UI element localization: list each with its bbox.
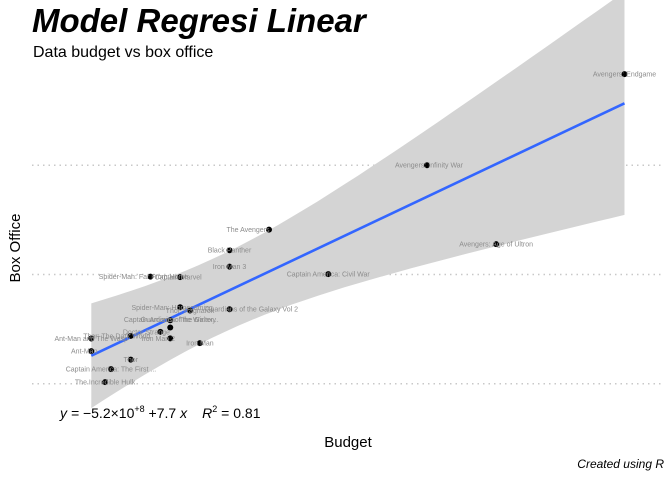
data-point-4 [226, 247, 233, 254]
data-point-17 [196, 340, 203, 347]
regression-equation: y = −5.2×10+8 +7.7 x R2 = 0.81 [59, 404, 261, 421]
data-point-2 [493, 241, 500, 248]
eq-exponent: +8 [134, 404, 144, 414]
eq-intercept: −5.2 [83, 405, 111, 421]
point-labels: Avengers: Endgame Avengers: Infinity War A… [54, 72, 656, 387]
data-point-3 [266, 226, 272, 233]
point-label-21: Captain America: The First ... [66, 367, 157, 374]
data-points [88, 71, 628, 386]
data-point-9 [177, 304, 184, 311]
point-label-3: The Avengers [226, 227, 270, 234]
point-label-5: Iron Man 3 [213, 264, 247, 271]
data-point-15 [167, 335, 174, 342]
data-point-22 [102, 379, 109, 386]
data-point-13 [167, 324, 174, 331]
point-label-16: Thor: The Dark World [83, 333, 150, 340]
eq-slope: +7.7 [145, 405, 177, 421]
chart-title: Model Regresi Linear [32, 2, 366, 39]
eq-r: R [202, 405, 212, 421]
data-point-10 [187, 307, 193, 314]
point-label-17: Iron Man [186, 341, 214, 348]
point-label-4: Black Panther [208, 248, 252, 255]
point-label-0: Avengers: Endgame [593, 72, 656, 79]
point-label-14: Doctor Strange [123, 329, 170, 336]
point-label-8: Captain Marvel [155, 275, 203, 282]
data-point-6 [325, 271, 332, 278]
point-label-20: Thor [124, 357, 139, 364]
data-point-8 [177, 274, 184, 281]
y-axis-title: Box Office [7, 214, 24, 283]
eq-y: y = [59, 405, 83, 421]
eq-r-exponent: 2 [212, 404, 217, 414]
point-label-1: Avengers: Infinity War [395, 163, 464, 170]
data-point-16 [127, 332, 134, 339]
point-label-12: Guardians of the Galaxy [141, 317, 217, 324]
point-label-18: Ant-Man and The Wasp [54, 336, 128, 343]
confidence-band [91, 0, 625, 409]
eq-times-ten: ×10 [111, 405, 135, 421]
data-point-20 [127, 356, 134, 363]
point-label-9: Spider-Man: Homecoming [131, 305, 212, 312]
eq-x: x [179, 405, 188, 421]
data-point-12 [167, 317, 174, 324]
point-label-15: Iron Man 2 [142, 336, 176, 343]
x-axis-title: Budget [324, 434, 372, 451]
data-point-5 [226, 263, 233, 270]
point-label-22: The Incredible Hulk [75, 380, 136, 387]
data-point-21 [108, 366, 114, 373]
data-point-1 [424, 162, 430, 169]
data-point-18 [88, 335, 95, 342]
point-label-10: Thor: Ragnarok [166, 308, 215, 315]
eq-r-value: = 0.81 [217, 405, 260, 421]
data-point-19 [88, 348, 95, 355]
regression-line [90, 102, 626, 357]
point-label-19: Ant-Man [71, 349, 98, 356]
chart-caption: Created using R [577, 457, 664, 471]
point-label-2: Avengers: Age of Ultron [459, 242, 533, 249]
data-point-7 [147, 273, 154, 280]
grid-lines [32, 164, 664, 385]
point-label-7: Spider-Man: Far From Home [99, 274, 189, 281]
point-label-13: Captain America: The Winter... [124, 317, 219, 324]
data-point-14 [157, 328, 164, 335]
data-point-11 [226, 306, 233, 313]
point-label-6: Captain America: Civil War [287, 272, 371, 279]
point-label-11: Guardians of the Galaxy Vol 2 [205, 307, 298, 314]
data-point-0 [621, 71, 628, 78]
chart-subtitle: Data budget vs box office [33, 44, 214, 61]
